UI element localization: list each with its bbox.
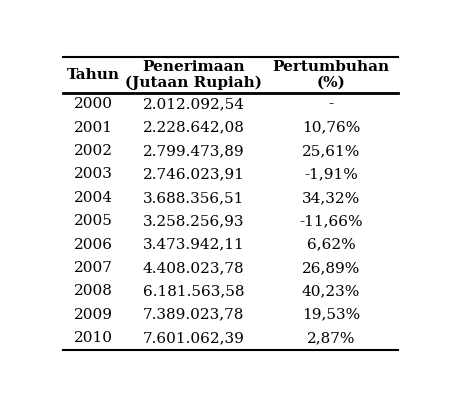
- Text: 7.601.062,39: 7.601.062,39: [143, 331, 245, 345]
- Text: 25,61%: 25,61%: [302, 144, 360, 158]
- Text: 2004: 2004: [74, 191, 113, 205]
- Text: -: -: [328, 97, 333, 111]
- Text: 2009: 2009: [74, 308, 113, 322]
- Text: 2.012.092,54: 2.012.092,54: [143, 97, 245, 111]
- Text: 2,87%: 2,87%: [307, 331, 356, 345]
- Text: 2.799.473,89: 2.799.473,89: [143, 144, 245, 158]
- Text: 6.181.563,58: 6.181.563,58: [143, 284, 244, 298]
- Text: 3.688.356,51: 3.688.356,51: [143, 191, 244, 205]
- Text: 2003: 2003: [74, 168, 113, 182]
- Text: Tahun: Tahun: [67, 68, 120, 82]
- Text: -1,91%: -1,91%: [304, 168, 358, 182]
- Text: 2008: 2008: [74, 284, 113, 298]
- Text: 7.389.023,78: 7.389.023,78: [143, 308, 244, 322]
- Text: 3.258.256,93: 3.258.256,93: [143, 214, 244, 228]
- Text: 4.408.023,78: 4.408.023,78: [143, 261, 245, 275]
- Text: 2005: 2005: [74, 214, 113, 228]
- Text: 2002: 2002: [74, 144, 113, 158]
- Text: Pertumbuhan
(%): Pertumbuhan (%): [273, 60, 390, 90]
- Text: 3.473.942,11: 3.473.942,11: [143, 238, 245, 252]
- Text: 2.228.642,08: 2.228.642,08: [143, 121, 245, 135]
- Text: Penerimaan
(Jutaan Rupiah): Penerimaan (Jutaan Rupiah): [125, 60, 262, 90]
- Text: 2007: 2007: [74, 261, 113, 275]
- Text: 2006: 2006: [74, 238, 113, 252]
- Text: 34,32%: 34,32%: [302, 191, 360, 205]
- Text: 2.746.023,91: 2.746.023,91: [143, 168, 245, 182]
- Text: 10,76%: 10,76%: [302, 121, 360, 135]
- Text: 40,23%: 40,23%: [302, 284, 360, 298]
- Text: 26,89%: 26,89%: [302, 261, 360, 275]
- Text: 2001: 2001: [74, 121, 113, 135]
- Text: 2010: 2010: [74, 331, 113, 345]
- Text: -11,66%: -11,66%: [299, 214, 363, 228]
- Text: 2000: 2000: [74, 97, 113, 111]
- Text: 6,62%: 6,62%: [307, 238, 356, 252]
- Text: 19,53%: 19,53%: [302, 308, 360, 322]
